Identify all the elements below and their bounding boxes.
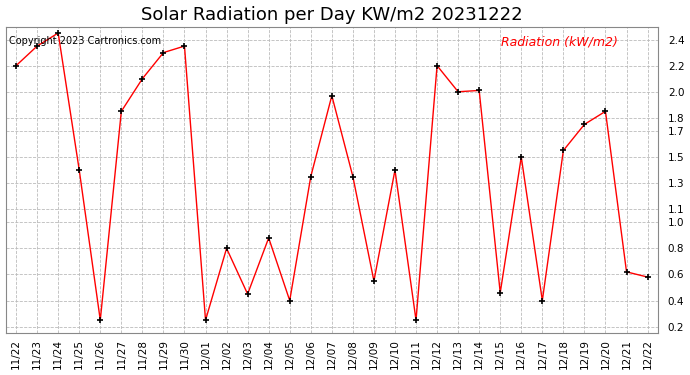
Title: Solar Radiation per Day KW/m2 20231222: Solar Radiation per Day KW/m2 20231222: [141, 6, 522, 24]
Text: Radiation (kW/m2): Radiation (kW/m2): [502, 36, 618, 49]
Text: Copyright 2023 Cartronics.com: Copyright 2023 Cartronics.com: [9, 36, 161, 46]
